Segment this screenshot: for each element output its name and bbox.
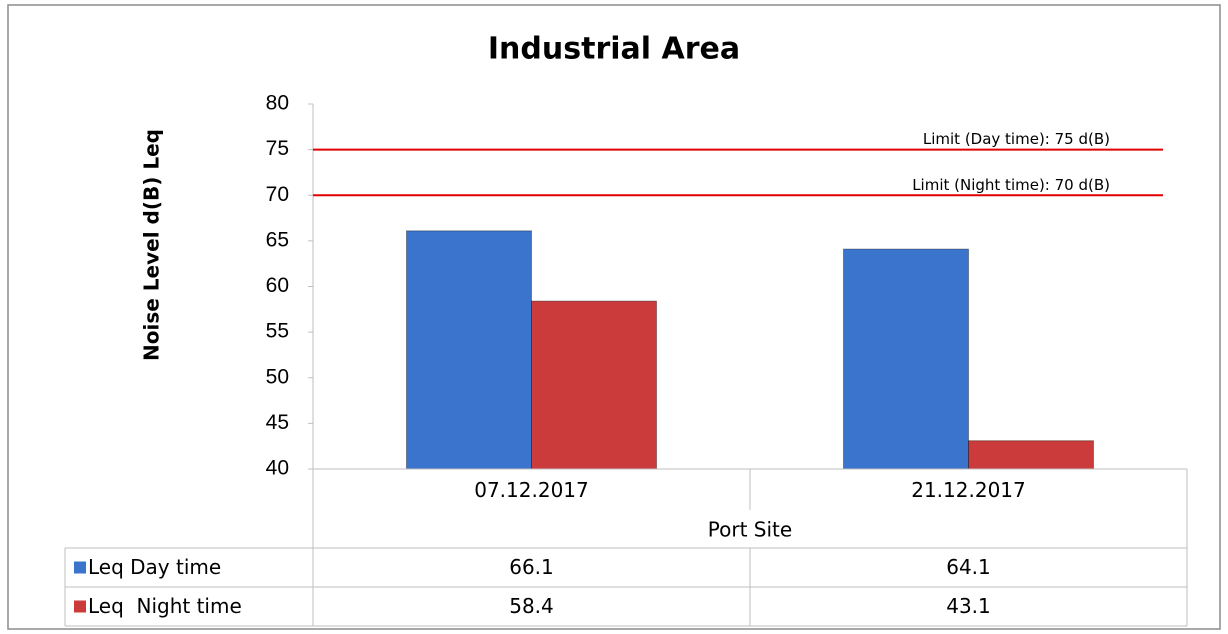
legend-label: Leq Night time — [88, 594, 242, 618]
y-tick-label: 45 — [266, 411, 289, 434]
y-tick-label: 55 — [266, 320, 289, 343]
y-tick-label: 60 — [266, 274, 289, 297]
bar — [843, 248, 969, 470]
bar — [406, 230, 532, 470]
limit-label: Limit (Day time): 75 d(B) — [923, 130, 1110, 148]
y-axis-title: Noise Level d(B) Leq — [140, 129, 164, 361]
limit-label: Limit (Night time): 70 d(B) — [912, 176, 1110, 194]
bar — [968, 440, 1094, 470]
table-value: 43.1 — [946, 594, 991, 618]
x-tick-label: 07.12.2017 — [474, 478, 589, 502]
bar — [531, 300, 657, 470]
x-tick-label: 21.12.2017 — [911, 478, 1026, 502]
y-tick-label: 70 — [266, 183, 289, 206]
y-tick-label: 80 — [266, 92, 289, 115]
legend-label: Leq Day time — [88, 555, 221, 579]
legend-swatch — [74, 561, 86, 574]
y-tick-label: 65 — [266, 228, 289, 251]
legend-swatch — [74, 600, 86, 613]
chart-title: Industrial Area — [488, 32, 740, 67]
y-tick-label: 50 — [266, 365, 289, 388]
y-tick-label: 75 — [266, 137, 289, 160]
table-value: 66.1 — [509, 555, 554, 579]
table-value: 58.4 — [509, 594, 554, 618]
table-value: 64.1 — [946, 555, 991, 579]
y-tick-label: 40 — [266, 457, 289, 480]
x-axis-title: Port Site — [708, 518, 792, 542]
